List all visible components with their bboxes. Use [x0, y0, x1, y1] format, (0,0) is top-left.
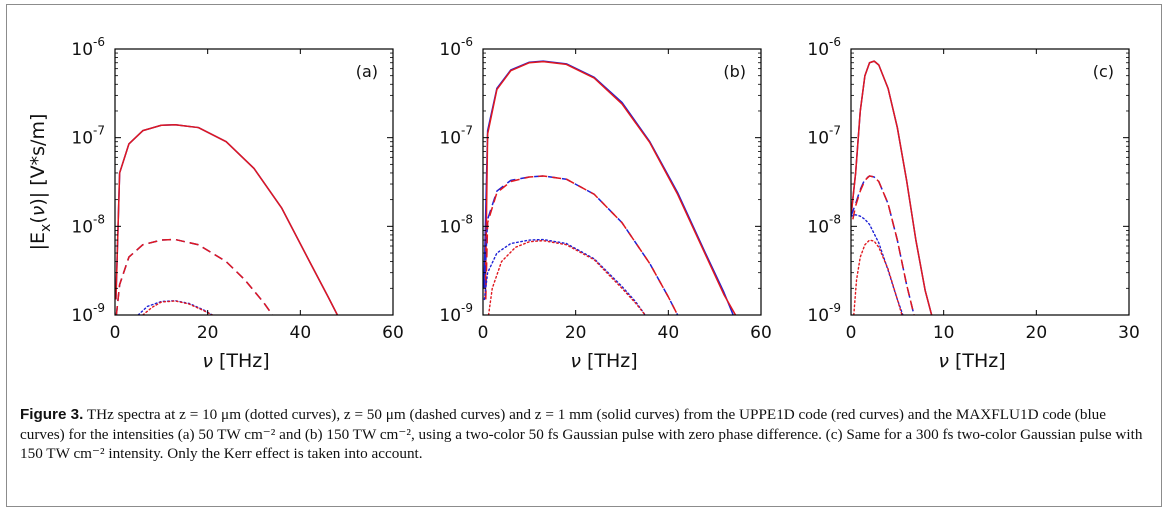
series-red-solid [851, 60, 933, 315]
x-tick-label: 10 [933, 323, 955, 343]
y-tick-label: 10-7 [439, 124, 473, 149]
x-axis-title: ν [THz] [202, 350, 269, 372]
x-axis-title: ν [THz] [938, 350, 1005, 372]
x-axis-title: ν [THz] [570, 350, 637, 372]
series-red-dotted [853, 239, 903, 315]
series-red-solid [115, 123, 339, 315]
series-red-dashed [115, 238, 274, 315]
y-tick-label: 10-9 [807, 301, 841, 326]
series-blue-solid [483, 60, 734, 315]
x-tick-label: 40 [658, 323, 680, 343]
series-red-dotted [487, 239, 646, 315]
x-tick-label: 0 [110, 323, 121, 343]
panel-label: (b) [723, 62, 746, 81]
figure-frame [6, 4, 1162, 507]
series-blue-dotted [137, 299, 213, 315]
y-tick-label: 10-6 [71, 35, 105, 60]
y-tick-label: 10-7 [807, 124, 841, 149]
y-tick-label: 10-7 [71, 124, 105, 149]
x-tick-label: 60 [750, 323, 772, 343]
caption-label: Figure 3. [20, 406, 84, 423]
panel-label: (c) [1093, 62, 1114, 81]
series-blue-dotted [483, 238, 646, 315]
y-tick-label: 10-8 [439, 212, 473, 237]
series-red-dashed [485, 175, 679, 315]
x-tick-label: 60 [382, 323, 404, 343]
axes-frame [482, 48, 762, 316]
figure-caption: Figure 3. THz spectra at z = 10 μm (dott… [20, 405, 1148, 464]
chart-panel-1: 0 20 40 60 10-9 10-8 10-7 10-6 (a) ν [THz] [71, 35, 403, 372]
series-red-solid [484, 60, 737, 315]
x-tick-label: 0 [478, 323, 489, 343]
chart-panel-3: 0 10 20 30 10-9 10-8 10-7 10-6 (c) ν [THz] [807, 35, 1139, 372]
series-red-dashed [852, 175, 915, 315]
x-tick-label: 40 [290, 323, 312, 343]
x-tick-label: 20 [565, 323, 587, 343]
chart-panel-2: 0 20 40 60 10-9 10-8 10-7 10-6 (b) ν [THz] [439, 35, 771, 372]
panel-label: (a) [356, 62, 378, 81]
x-tick-label: 20 [1026, 323, 1048, 343]
caption-text: THz spectra at z = 10 μm (dotted curves)… [20, 406, 1143, 462]
axes-frame [850, 48, 1130, 316]
y-tick-label: 10-9 [71, 301, 105, 326]
series-blue-solid [115, 123, 339, 315]
x-tick-label: 30 [1118, 323, 1140, 343]
y-tick-label: 10-8 [807, 212, 841, 237]
y-tick-label: 10-9 [439, 301, 473, 326]
figure-plots: 0 20 40 60 10-9 10-8 10-7 10-6 (a) ν [THz] 0 20 40 60… [27, 35, 1140, 372]
y-tick-label: 10-8 [71, 212, 105, 237]
y-tick-label: 10-6 [439, 35, 473, 60]
y-axis-title: |Ex(ν)| [V*s/m] [27, 114, 54, 251]
x-tick-label: 20 [197, 323, 219, 343]
series-blue-dashed [483, 175, 679, 315]
axes-frame [114, 48, 394, 316]
series-blue-dashed [851, 175, 915, 315]
y-tick-label: 10-6 [807, 35, 841, 60]
series-blue-dashed [115, 238, 274, 315]
x-tick-label: 0 [846, 323, 857, 343]
series-red-dotted [142, 300, 213, 315]
